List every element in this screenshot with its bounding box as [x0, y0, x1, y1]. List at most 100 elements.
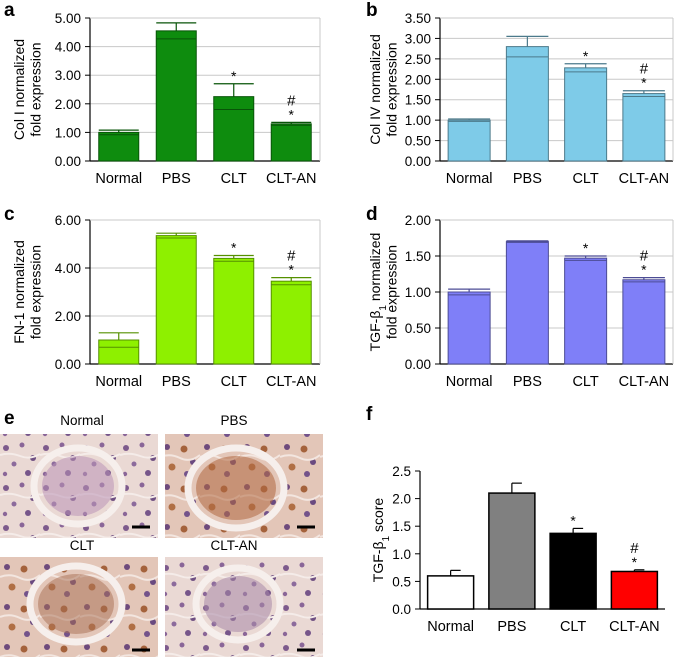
y-axis-label-sub: 1 — [380, 535, 391, 541]
bar-normal — [447, 119, 491, 162]
histology-label-pbs: PBS — [220, 413, 247, 428]
panel-label-e: e — [4, 408, 15, 429]
bar-pbs — [155, 235, 197, 365]
micrograph-clt-an — [165, 557, 323, 657]
chart-b: b 0.00 0.50 1.00 1.50 2.00 2.50 3.00 3.50 Col IV … — [366, 0, 674, 187]
bar-clt-an — [270, 123, 312, 162]
y-tick-label: 3.00 — [405, 31, 431, 46]
significance-hash: # — [640, 61, 649, 78]
y-axis-label-line2: fold expression — [28, 245, 44, 339]
x-category-label: CLT-AN — [609, 619, 660, 635]
y-axis-label-line1: Col I normalized — [11, 39, 27, 140]
x-category-label: CLT — [560, 619, 586, 635]
y-tick-label: 1.0 — [392, 547, 411, 562]
y-axis-label-line1: Col IV normalized — [367, 34, 383, 145]
x-category-label: PBS — [497, 619, 526, 635]
y-axis-label-line1: TGF-β — [367, 311, 383, 352]
y-tick-label: 4.00 — [55, 40, 81, 55]
bar-pbs — [505, 241, 549, 365]
histology-label-clt: CLT — [70, 538, 95, 553]
bar-clt — [213, 257, 255, 365]
histology-label-normal: Normal — [60, 413, 104, 428]
y-tick-label: 1.5 — [392, 519, 411, 534]
y-axis-label-line2: fold expression — [28, 42, 44, 136]
bar-clt-an — [622, 93, 666, 162]
bar-normal — [98, 339, 140, 365]
significance-star: * — [583, 48, 589, 64]
y-axis-label-line2: fold expression — [384, 245, 400, 339]
y-tick-label: 1.00 — [55, 125, 81, 140]
x-category-label: PBS — [513, 171, 542, 187]
x-category-label: CLT — [221, 171, 247, 187]
y-axis-label-line2: fold expression — [384, 42, 400, 136]
bar-clt-an — [622, 279, 666, 365]
y-tick-label: 0.0 — [392, 602, 411, 617]
y-tick-label: 0.00 — [405, 154, 431, 169]
chart-d: d 0.00 0.50 1.00 1.50 2.00 TGF-β1 normalizedfo… — [366, 204, 674, 390]
chart-f: f 0.0 0.5 1.0 1.5 2.0 2.5 TGF-β1 score Normal PBS… — [366, 404, 665, 635]
histology-label-clt-an: CLT-AN — [210, 538, 257, 553]
y-axis-label-sub: 1 — [377, 305, 388, 311]
y-tick-label: 4.00 — [55, 261, 81, 276]
y-axis-label-tail: normalized — [367, 233, 383, 305]
x-category-label: CLT-AN — [619, 374, 670, 390]
bar-normal — [98, 131, 140, 162]
bar-clt-an — [270, 280, 312, 365]
y-tick-label: 1.00 — [405, 113, 431, 128]
y-tick-label: 3.50 — [405, 11, 431, 26]
chart-c: c 0.00 2.00 4.00 6.00 FN-1 normalizedfold exp… — [4, 204, 321, 390]
y-tick-label: 0.50 — [405, 321, 431, 336]
y-axis-label: Col I normalizedfold expression — [11, 39, 44, 140]
bar-normal — [426, 575, 475, 610]
x-category-label: Normal — [446, 171, 493, 187]
x-category-label: Normal — [446, 374, 493, 390]
y-tick-label: 2.5 — [392, 464, 411, 479]
panel-label-f: f — [366, 404, 373, 425]
y-tick-label: 2.00 — [405, 213, 431, 228]
y-axis-label: Col IV normalizedfold expression — [367, 34, 400, 145]
significance-star: * — [231, 240, 237, 256]
bar-pbs — [488, 492, 536, 610]
panel-label-a: a — [4, 0, 15, 21]
y-tick-label: 2.50 — [405, 52, 431, 67]
x-category-label: CLT-AN — [619, 171, 670, 187]
x-category-label: CLT — [572, 171, 598, 187]
y-tick-label: 2.00 — [55, 97, 81, 112]
micrograph-clt — [0, 557, 158, 657]
significance-star: * — [583, 240, 589, 256]
y-tick-label: 2.00 — [55, 309, 81, 324]
significance-star: * — [570, 512, 576, 528]
x-category-label: Normal — [95, 171, 142, 187]
bar-pbs — [155, 30, 197, 162]
significance-star: * — [231, 68, 237, 84]
bar-clt — [213, 96, 255, 162]
significance-star: * — [641, 75, 647, 91]
y-tick-label: 2.0 — [392, 492, 411, 507]
micrograph-normal — [0, 434, 158, 538]
x-category-label: Normal — [427, 619, 474, 635]
panel-label-c: c — [4, 204, 15, 225]
x-category-label: Normal — [95, 374, 142, 390]
significance-star: * — [289, 262, 295, 278]
significance-hash: # — [630, 540, 639, 557]
chart-a: a 0.00 1.00 2.00 3.00 4.00 5.00 Col I normalize… — [4, 0, 321, 187]
significance-star: * — [641, 262, 647, 278]
panel-label-d: d — [366, 204, 378, 225]
panel-label-b: b — [366, 0, 378, 21]
bar-clt-an — [610, 570, 659, 610]
x-category-label: PBS — [513, 374, 542, 390]
y-tick-label: 5.00 — [55, 11, 81, 26]
y-tick-label: 0.50 — [405, 134, 431, 149]
y-axis-label-line1: FN-1 normalized — [11, 240, 27, 343]
y-tick-label: 0.00 — [405, 357, 431, 372]
bar-clt — [564, 257, 608, 365]
y-axis-label: TGF-β1 score — [370, 498, 392, 583]
x-category-label: CLT — [572, 374, 598, 390]
micrograph-pbs — [165, 434, 323, 538]
bar-normal — [447, 291, 491, 365]
y-tick-label: 1.50 — [405, 249, 431, 264]
y-tick-label: 0.00 — [55, 154, 81, 169]
y-axis-label: FN-1 normalizedfold expression — [11, 240, 44, 343]
x-category-label: CLT — [221, 374, 247, 390]
y-tick-label: 0.5 — [392, 574, 411, 589]
